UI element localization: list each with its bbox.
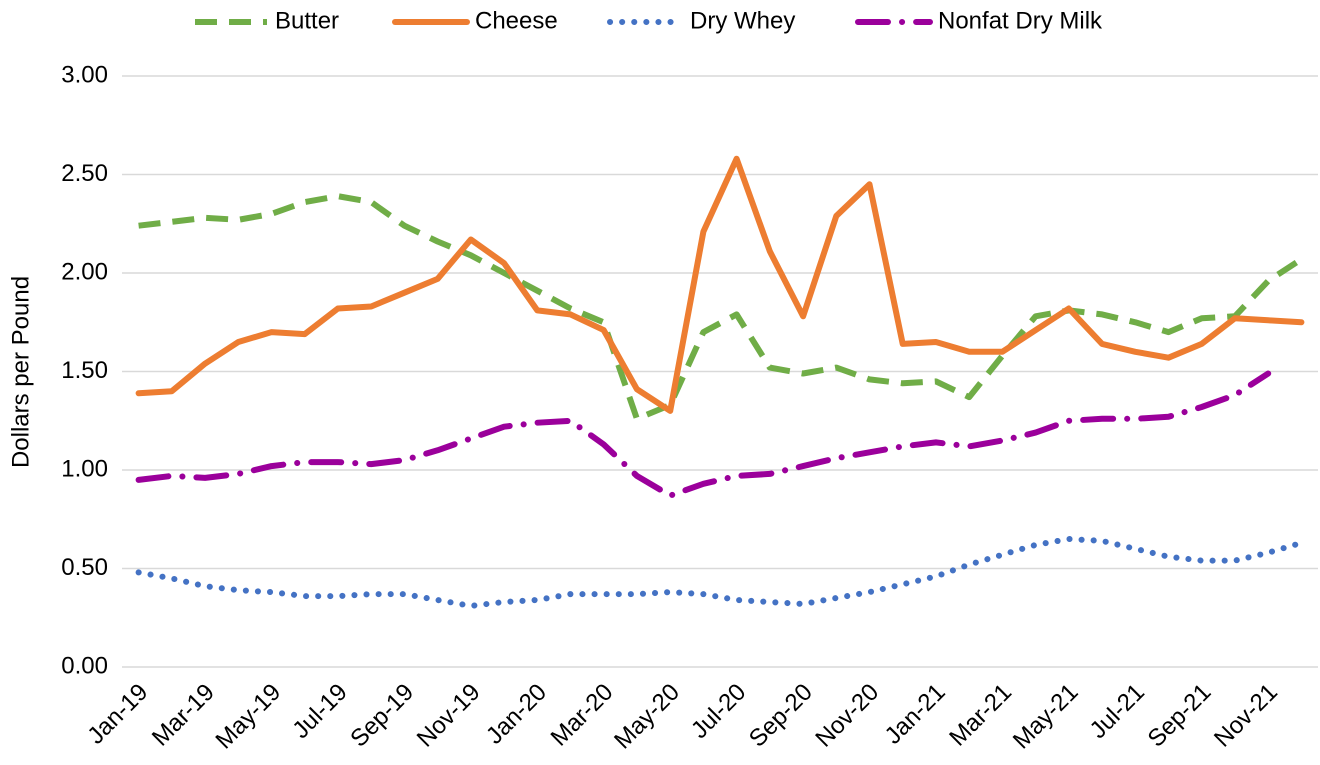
x-tick-label: May-21 <box>1008 679 1084 755</box>
y-axis-label: Dollars per Pound <box>7 276 34 468</box>
x-tick-label: Nov-21 <box>1209 679 1283 753</box>
y-tick-label: 1.50 <box>61 357 108 384</box>
x-tick-label: Jan-20 <box>481 679 552 750</box>
x-tick-label: Mar-20 <box>546 679 619 752</box>
x-tick-label: Nov-19 <box>412 679 486 753</box>
series-line <box>135 536 1305 609</box>
y-tick-label: 2.00 <box>61 258 108 285</box>
x-tick-label: Mar-21 <box>944 679 1017 752</box>
legend-label: Dry Whey <box>690 7 795 34</box>
y-tick-label: 0.00 <box>61 652 108 679</box>
legend-label: Butter <box>275 7 339 34</box>
x-tick-label: Sep-20 <box>744 679 818 753</box>
x-tick-label: Sep-19 <box>345 679 419 753</box>
series-line <box>135 370 1272 499</box>
x-tick-label: Sep-21 <box>1143 679 1217 753</box>
legend-label: Nonfat Dry Milk <box>938 7 1103 34</box>
y-tick-label: 1.00 <box>61 455 108 482</box>
y-tick-label: 3.00 <box>61 61 108 88</box>
legend-label: Cheese <box>475 7 558 34</box>
series-line <box>135 155 1305 414</box>
x-tick-label: Jan-19 <box>82 679 153 750</box>
x-tick-label: May-20 <box>609 679 685 755</box>
x-tick-label: Jul-20 <box>686 679 751 744</box>
y-tick-label: 2.50 <box>61 160 108 187</box>
x-tick-label: May-19 <box>211 679 287 755</box>
x-tick-label: Nov-20 <box>810 679 884 753</box>
x-tick-label: Jul-21 <box>1085 679 1150 744</box>
y-tick-label: 0.50 <box>61 554 108 581</box>
series-line <box>138 193 1304 422</box>
x-tick-label: Jan-21 <box>880 679 951 750</box>
x-tick-label: Mar-19 <box>147 679 220 752</box>
x-tick-label: Jul-19 <box>287 679 352 744</box>
